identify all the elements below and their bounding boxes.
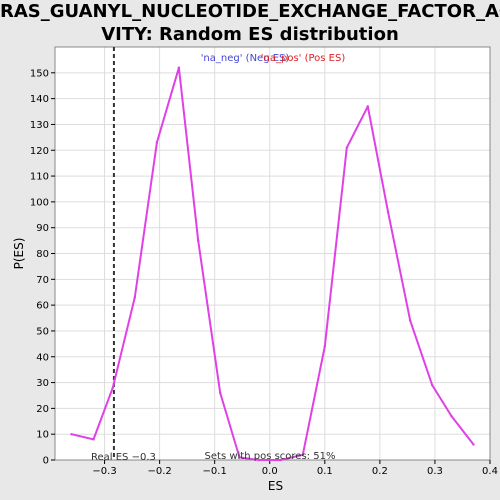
y-tick-label: 20 — [36, 404, 49, 415]
x-tick-label: −0.1 — [203, 466, 227, 477]
data-point — [472, 443, 475, 446]
x-tick-label: 0.2 — [372, 466, 388, 477]
y-tick-label: 60 — [36, 301, 49, 312]
data-point — [70, 432, 73, 436]
data-point — [345, 146, 349, 149]
x-axis-label: ES — [268, 479, 283, 493]
y-tick-label: 70 — [36, 275, 49, 286]
y-tick-label: 30 — [36, 378, 49, 389]
chart-title: RAS_GUANYL_NUCLEOTIDE_EXCHANGE_FACTOR_AC… — [0, 0, 500, 46]
data-point — [386, 211, 390, 214]
data-point — [238, 456, 241, 459]
x-tick-label: 0.4 — [482, 466, 498, 477]
x-tick-label: −0.3 — [92, 466, 116, 477]
data-point — [218, 391, 222, 395]
y-tick-label: 150 — [30, 68, 49, 79]
data-point — [133, 296, 137, 299]
data-point — [450, 414, 453, 418]
y-tick-label: 90 — [36, 223, 49, 234]
pos-scores-annotation: Sets with pos scores: 51% — [205, 451, 336, 462]
data-point — [323, 345, 327, 348]
es-distribution-line — [71, 66, 475, 461]
y-tick-label: 80 — [36, 249, 49, 260]
y-axis-label: P(ES) — [12, 238, 26, 270]
data-point — [279, 458, 282, 462]
x-tick-label: 0.0 — [262, 466, 278, 477]
y-tick-label: 140 — [30, 94, 49, 105]
data-point — [301, 453, 304, 457]
x-tick-label: 0.3 — [427, 466, 443, 477]
y-tick-label: 40 — [36, 352, 49, 363]
data-point — [408, 319, 412, 322]
y-tick-label: 120 — [30, 146, 49, 157]
y-tick-label: 0 — [43, 456, 49, 467]
y-tick-label: 10 — [36, 430, 49, 441]
y-tick-label: 50 — [36, 326, 49, 337]
data-point — [177, 66, 181, 69]
chart-title-line-2: VITY: Random ES distribution — [101, 24, 399, 45]
data-point — [196, 239, 200, 242]
real-es-label: Real ES −0.3 — [91, 452, 156, 463]
data-point — [92, 438, 95, 441]
y-tick-label: 130 — [30, 120, 49, 131]
data-point — [111, 386, 115, 389]
y-tick-label: 100 — [30, 197, 49, 208]
legend-pos: 'na_pos' (Pos ES) — [261, 53, 346, 64]
data-point — [430, 383, 434, 387]
data-point — [366, 105, 369, 108]
x-tick-label: 0.1 — [317, 466, 333, 477]
data-point — [257, 458, 260, 462]
chart-title-line-1: RAS_GUANYL_NUCLEOTIDE_EXCHANGE_FACTOR_AC… — [0, 1, 500, 22]
data-point — [155, 141, 159, 144]
legend-neg: 'na_neg' (Neg ES) — [201, 53, 290, 64]
x-tick-label: −0.2 — [147, 466, 171, 477]
y-tick-label: 110 — [30, 172, 49, 183]
